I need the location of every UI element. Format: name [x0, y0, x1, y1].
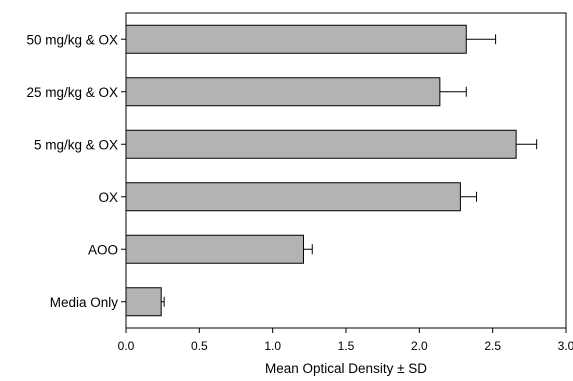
error-bars-layer: [161, 34, 538, 307]
bar: [125, 77, 441, 107]
x-tick-label: 2.5: [484, 339, 501, 353]
x-axis-title: Mean Optical Density ± SD: [265, 361, 427, 376]
x-tick-label: 0.5: [191, 339, 208, 353]
x-tick-label: 1.0: [264, 339, 281, 353]
category-label: 5 mg/kg & OX: [34, 137, 118, 152]
category-label: OX: [98, 190, 118, 205]
bar: [125, 234, 304, 264]
y-axis-categories: 50 mg/kg & OX 25 mg/kg & OX 5 mg/kg & OX OX…: [26, 32, 126, 310]
category-label: 50 mg/kg & OX: [26, 32, 118, 47]
bar: [125, 129, 517, 159]
bars-layer: [125, 24, 517, 317]
category-label: Media Only: [50, 295, 119, 310]
x-tick-label: 0.0: [118, 339, 135, 353]
x-axis-ticks: 0.0 0.5 1.0 1.5 2.0 2.5 3.0: [118, 328, 573, 353]
bar: [125, 24, 467, 54]
x-tick-label: 3.0: [558, 339, 573, 353]
x-tick-label: 2.0: [411, 339, 428, 353]
bar: [125, 287, 162, 317]
x-tick-label: 1.5: [338, 339, 355, 353]
category-label: AOO: [88, 242, 118, 257]
bar: [125, 182, 461, 212]
category-label: 25 mg/kg & OX: [26, 85, 118, 100]
plot-frame: [125, 12, 567, 329]
